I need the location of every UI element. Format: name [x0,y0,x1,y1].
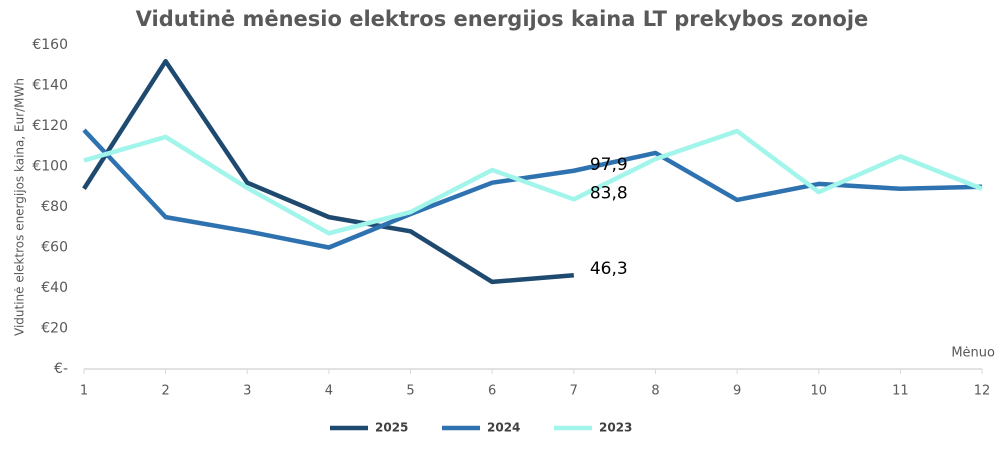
y-tick-label: €140 [32,78,68,94]
x-tick-label: 11 [892,384,909,399]
x-tick-label: 3 [243,384,251,399]
x-tick-label: 12 [974,384,991,399]
x-tick-label: 4 [325,384,333,399]
legend-label: 2024 [487,421,520,435]
x-tick-label: 10 [810,384,827,399]
y-tick-label: €80 [41,199,68,215]
series-line [83,128,983,236]
y-tick-label: €20 [41,321,68,337]
legend-label: 2025 [375,421,408,435]
data-label: 83,8 [590,183,628,203]
x-tick-label: 7 [570,384,578,399]
legend-label: 2023 [599,421,632,435]
y-tick-label: €60 [41,240,68,256]
y-axis-label: Vidutinė elektros energijos kaina, Eur/M… [13,78,27,336]
x-tick-label: 9 [733,384,741,399]
y-tick-label: €- [54,361,68,377]
y-tick-label: €100 [32,159,68,175]
x-tick-label: 1 [80,384,88,399]
x-tick-label: 8 [651,384,659,399]
series-line [82,58,575,285]
x-tick-label: 2 [161,384,169,399]
y-tick-label: €160 [32,37,68,53]
data-label: 97,9 [590,155,628,175]
y-tick-label: €120 [32,118,68,134]
y-tick-label: €40 [41,280,68,296]
data-label: 46,3 [590,259,628,279]
x-tick-label: 5 [406,384,414,399]
x-axis-label: Mėnuo [951,346,995,361]
x-tick-label: 6 [488,384,496,399]
chart-title: Vidutinė mėnesio elektros energijos kain… [136,7,869,31]
series-line [82,128,983,250]
